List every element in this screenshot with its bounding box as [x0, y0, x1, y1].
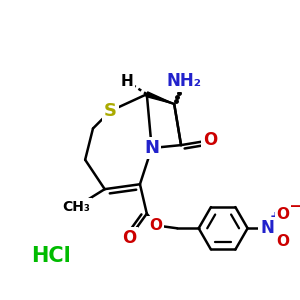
Text: CH₃: CH₃ [62, 200, 90, 214]
Text: N: N [260, 219, 274, 237]
Text: H: H [121, 74, 134, 89]
Text: O: O [122, 229, 136, 247]
Text: N: N [144, 139, 159, 157]
Text: O: O [149, 218, 162, 233]
Text: +: + [270, 210, 280, 223]
Text: −: − [288, 199, 300, 214]
Text: HCl: HCl [31, 246, 71, 266]
Text: NH₂: NH₂ [167, 73, 202, 91]
Polygon shape [146, 92, 174, 104]
Text: S: S [104, 102, 117, 120]
Text: O: O [203, 131, 218, 149]
Text: O: O [276, 207, 289, 222]
Text: O: O [276, 235, 289, 250]
